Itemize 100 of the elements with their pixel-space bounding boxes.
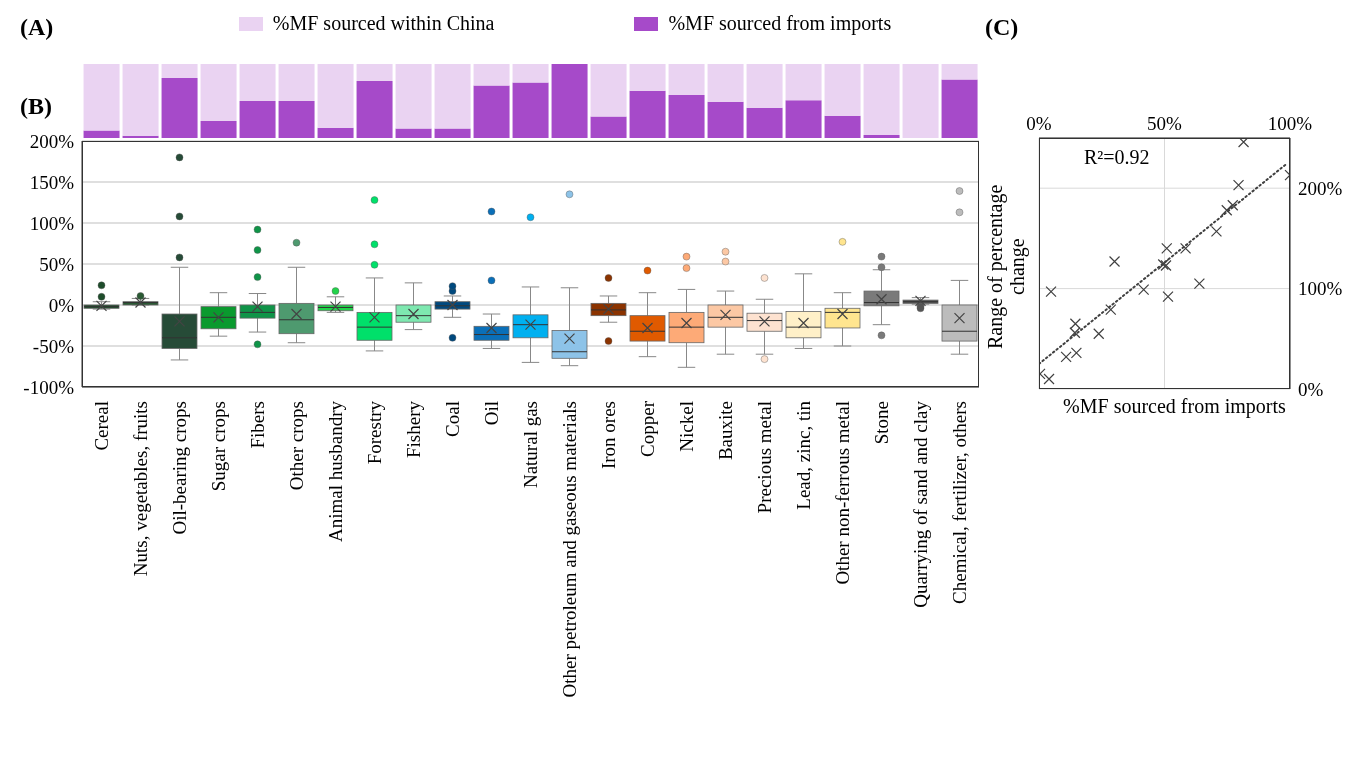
bar [356,81,393,138]
point [1179,242,1192,255]
x-tick-label: Bauxite [715,401,737,461]
bar [83,130,120,138]
y-tick-label: 0% [48,294,75,316]
chart-title: (A) [20,14,54,41]
point [1138,284,1150,296]
point [1108,255,1121,268]
x-tick-label: Other non-ferrous metal [832,401,854,585]
x-tick-label: Forestry [364,400,386,465]
x-tick-label: Other crops [286,401,308,491]
bar [629,64,666,91]
bar [83,64,120,131]
bar [473,64,510,86]
x-tick-label: Quarrying of sand and clay [910,400,932,608]
y-tick-label: 100% [29,212,75,234]
point [1069,327,1081,339]
bar [317,64,354,128]
y-tick-label: 200% [1298,177,1343,199]
bar [122,135,159,138]
point [1232,179,1245,191]
x-axis-title: %MF sourced from imports [1063,395,1286,417]
x-tick-label: 50% [1147,113,1183,134]
point [1227,199,1239,211]
y-tick-label: 50% [39,253,75,275]
bar [473,85,510,138]
bar [512,64,549,83]
bar [785,64,822,101]
bar [356,64,393,82]
x-tick-label: Nickel [676,401,698,452]
bar [746,107,783,138]
bar [785,100,822,138]
bar [707,64,744,102]
y-tick-label: 0% [1298,378,1324,400]
bar [629,90,666,138]
x-tick-label: Oil-bearing crops [169,401,191,535]
bar [434,128,471,138]
y-tick-label: 100% [1298,278,1343,300]
bar [590,64,627,117]
bar [200,64,237,121]
x-tick-label: Chemical, fertilizer, others [949,401,971,604]
x-tick-label: Oil [481,401,503,426]
bar [863,135,900,138]
bar [824,64,861,116]
bar [317,127,354,138]
annotation: R²=0.92 [1084,146,1150,169]
bar [395,128,432,138]
bar [395,64,432,129]
point [1162,291,1174,303]
x-tick-label: Stone [871,401,893,445]
point [1043,373,1055,385]
bar [239,64,276,101]
x-tick-label: Animal husbandry [325,400,347,542]
point [1210,225,1223,237]
point [1105,304,1117,316]
bar [902,64,939,138]
bar [707,101,744,138]
y-tick-label: 200% [29,130,75,152]
point [1045,286,1057,298]
x-tick-label: Cereal [91,401,113,451]
bar [590,116,627,138]
bar [278,101,315,138]
x-tick-label: 100% [1267,113,1313,134]
point [1093,328,1105,340]
bar [434,64,471,129]
bar [863,64,900,136]
point [1060,351,1072,363]
point [1070,347,1082,359]
legend-label: %MF sourced from imports [668,12,892,35]
y-axis-title: Range of percentage change [984,183,1030,351]
x-tick-label: Other petroleum and gaseous materials [559,401,581,698]
x-tick-label: Fibers [247,401,269,449]
point [1193,277,1205,290]
x-tick-label: Sugar crops [208,401,230,492]
bar [278,64,315,101]
point [1069,318,1081,330]
bar [122,64,159,136]
x-tick-label: Coal [442,401,464,437]
x-tick-label: 0% [1026,113,1052,134]
bar [668,64,705,96]
chart-title: (C) [985,14,1019,41]
bar [824,115,861,138]
point [1237,138,1250,148]
legend-label: %MF sourced within China [272,12,495,35]
point [1161,242,1173,255]
bar [668,95,705,138]
chart-title: (B) [20,93,52,120]
bar [941,79,978,138]
bar [161,64,198,79]
bar [551,64,588,138]
x-tick-label: Lead, zinc, tin [793,400,815,510]
x-tick-label: Copper [637,400,659,457]
bar [200,120,237,138]
bar [746,64,783,108]
x-tick-label: Natural gas [520,401,542,489]
bar [239,101,276,138]
y-tick-label: -50% [32,335,75,357]
x-tick-label: Fishery [403,400,425,458]
x-tick-label: Nuts, vegetables, fruits [130,401,152,577]
y-tick-label: -100% [23,376,75,398]
